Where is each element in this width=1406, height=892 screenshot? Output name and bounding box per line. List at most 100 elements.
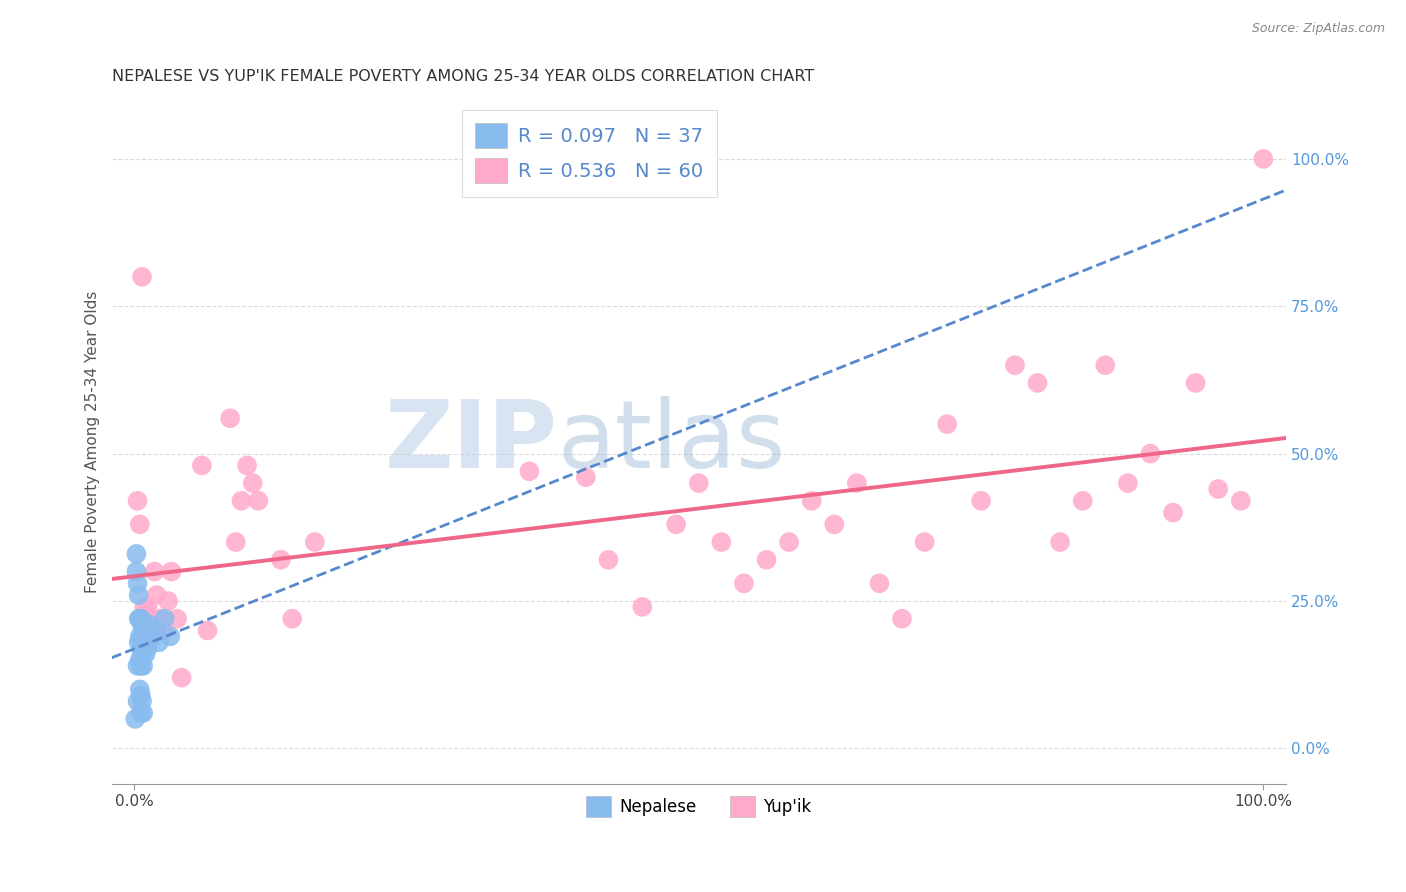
Point [778,535,800,549]
Point [128,635,150,649]
Point [575,470,598,484]
Point [127,576,149,591]
Point [1004,358,1026,372]
Point [135,624,157,638]
Point [127,493,149,508]
Point [270,553,292,567]
Point [129,612,152,626]
Point [970,493,993,508]
Point [665,517,688,532]
Point [166,612,188,626]
Point [145,588,167,602]
Point [304,535,326,549]
Point [149,612,172,626]
Point [131,694,153,708]
Point [191,458,214,473]
Point [128,653,150,667]
Point [132,635,155,649]
Point [236,458,259,473]
Legend: Nepalese, Yup'ik: Nepalese, Yup'ik [579,789,818,823]
Point [1184,376,1206,390]
Point [139,612,162,626]
Point [127,694,149,708]
Point [129,641,152,656]
Point [1253,152,1275,166]
Point [134,599,156,614]
Point [281,612,304,626]
Point [159,629,181,643]
Point [1094,358,1116,372]
Point [197,624,219,638]
Point [800,493,823,508]
Point [136,599,159,614]
Point [139,617,162,632]
Point [131,617,153,632]
Point [132,617,155,632]
Point [914,535,936,549]
Point [145,624,167,638]
Point [153,612,176,626]
Point [131,269,153,284]
Point [710,535,733,549]
Point [148,635,170,649]
Point [160,565,183,579]
Point [225,535,247,549]
Point [891,612,914,626]
Point [1116,476,1139,491]
Point [134,624,156,638]
Point [132,706,155,720]
Point [128,629,150,643]
Point [131,629,153,643]
Text: Source: ZipAtlas.com: Source: ZipAtlas.com [1251,22,1385,36]
Point [156,594,179,608]
Point [129,689,152,703]
Point [1229,493,1251,508]
Point [247,493,270,508]
Point [733,576,755,591]
Point [134,635,156,649]
Y-axis label: Female Poverty Among 25-34 Year Olds: Female Poverty Among 25-34 Year Olds [86,291,100,593]
Point [755,553,778,567]
Point [141,629,163,643]
Point [231,493,253,508]
Point [127,658,149,673]
Point [134,647,156,661]
Point [1139,447,1161,461]
Point [1071,493,1094,508]
Point [242,476,264,491]
Text: atlas: atlas [558,396,786,488]
Point [688,476,710,491]
Point [124,712,146,726]
Point [129,706,152,720]
Point [1026,376,1049,390]
Point [125,547,148,561]
Point [631,599,654,614]
Point [132,641,155,656]
Point [131,647,153,661]
Point [128,612,150,626]
Point [129,658,152,673]
Point [823,517,845,532]
Point [128,612,150,626]
Point [129,612,152,626]
Point [125,565,148,579]
Point [132,658,155,673]
Point [868,576,890,591]
Point [128,588,150,602]
Point [1206,482,1229,496]
Point [152,624,174,638]
Point [136,641,159,656]
Point [134,612,156,626]
Point [128,517,150,532]
Point [135,629,157,643]
Point [1161,506,1184,520]
Point [598,553,620,567]
Point [143,565,166,579]
Text: ZIP: ZIP [385,396,558,488]
Point [170,671,193,685]
Point [219,411,242,425]
Point [519,464,541,478]
Point [936,417,959,432]
Point [138,624,160,638]
Point [1049,535,1071,549]
